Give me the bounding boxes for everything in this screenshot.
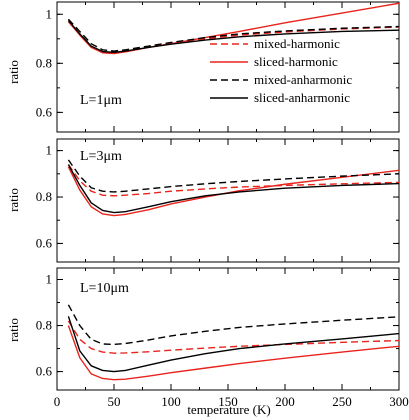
x-axis-label: temperature (K): [187, 402, 270, 417]
legend-label-sliced-anharmonic: sliced-anharmonic: [254, 90, 350, 105]
y-tick-label: 1: [46, 143, 53, 158]
series-line-sliced-harmonic: [67, 166, 399, 217]
panel-3: 0.6 0.8 1 0 50 100 150 200 250 300 ratio L=10μm: [6, 267, 409, 409]
legend: mixed-harmonic sliced-harmonic mixed-anhar…: [210, 36, 352, 105]
series-line-mixed-anharmonic: [67, 304, 399, 346]
x-tick-label: 100: [161, 394, 181, 409]
panels-layer: 0.6 0.8 1 ratio L=1μm 0.6 0.8 1 ratio L=3μm 0.6 0.8…: [6, 1, 409, 409]
y-axis-label: ratio: [6, 60, 21, 84]
legend-label-mixed-harmonic: mixed-harmonic: [254, 36, 340, 51]
series-line-mixed-harmonic: [67, 320, 399, 354]
legend-label-sliced-harmonic: sliced-harmonic: [254, 54, 338, 69]
y-tick-label: 0.6: [36, 364, 53, 379]
series-line-mixed-anharmonic: [67, 159, 399, 193]
panel-annotation: L=10μm: [80, 281, 129, 296]
series-line-sliced-anharmonic: [67, 164, 399, 214]
y-tick-label: 0.8: [36, 189, 52, 204]
y-axis-label: ratio: [6, 188, 21, 212]
x-tick-label: 300: [389, 394, 409, 409]
y-tick-label: 0.6: [36, 235, 53, 250]
panel-2: 0.6 0.8 1 ratio L=3μm: [6, 138, 400, 263]
y-tick-label: 0.8: [36, 55, 52, 70]
x-tick-label: 0: [54, 394, 61, 409]
series-line-sliced-harmonic: [67, 2, 399, 55]
series-line-sliced-harmonic: [67, 325, 399, 381]
y-tick-label: 1: [46, 272, 53, 287]
panel-1: 0.6 0.8 1 ratio L=1μm: [6, 1, 400, 133]
y-tick-label: 0.6: [36, 104, 53, 119]
y-tick-label: 1: [46, 6, 53, 21]
panel-frame: [56, 1, 400, 133]
y-tick-label: 0.8: [36, 318, 52, 333]
series-line-sliced-anharmonic: [67, 316, 399, 373]
x-tick-label: 200: [275, 394, 295, 409]
x-tick-label: 150: [218, 394, 238, 409]
y-axis-label: ratio: [6, 318, 21, 342]
x-tick-label: 250: [332, 394, 352, 409]
series-line-sliced-anharmonic: [67, 19, 399, 53]
legend-label-mixed-anharmonic: mixed-anharmonic: [254, 72, 352, 87]
panel-annotation: L=1μm: [80, 93, 122, 108]
x-tick-label: 50: [108, 394, 121, 409]
series-line-mixed-harmonic: [67, 164, 399, 197]
series-line-mixed-anharmonic: [67, 18, 399, 52]
panel-annotation: L=3μm: [80, 149, 122, 164]
